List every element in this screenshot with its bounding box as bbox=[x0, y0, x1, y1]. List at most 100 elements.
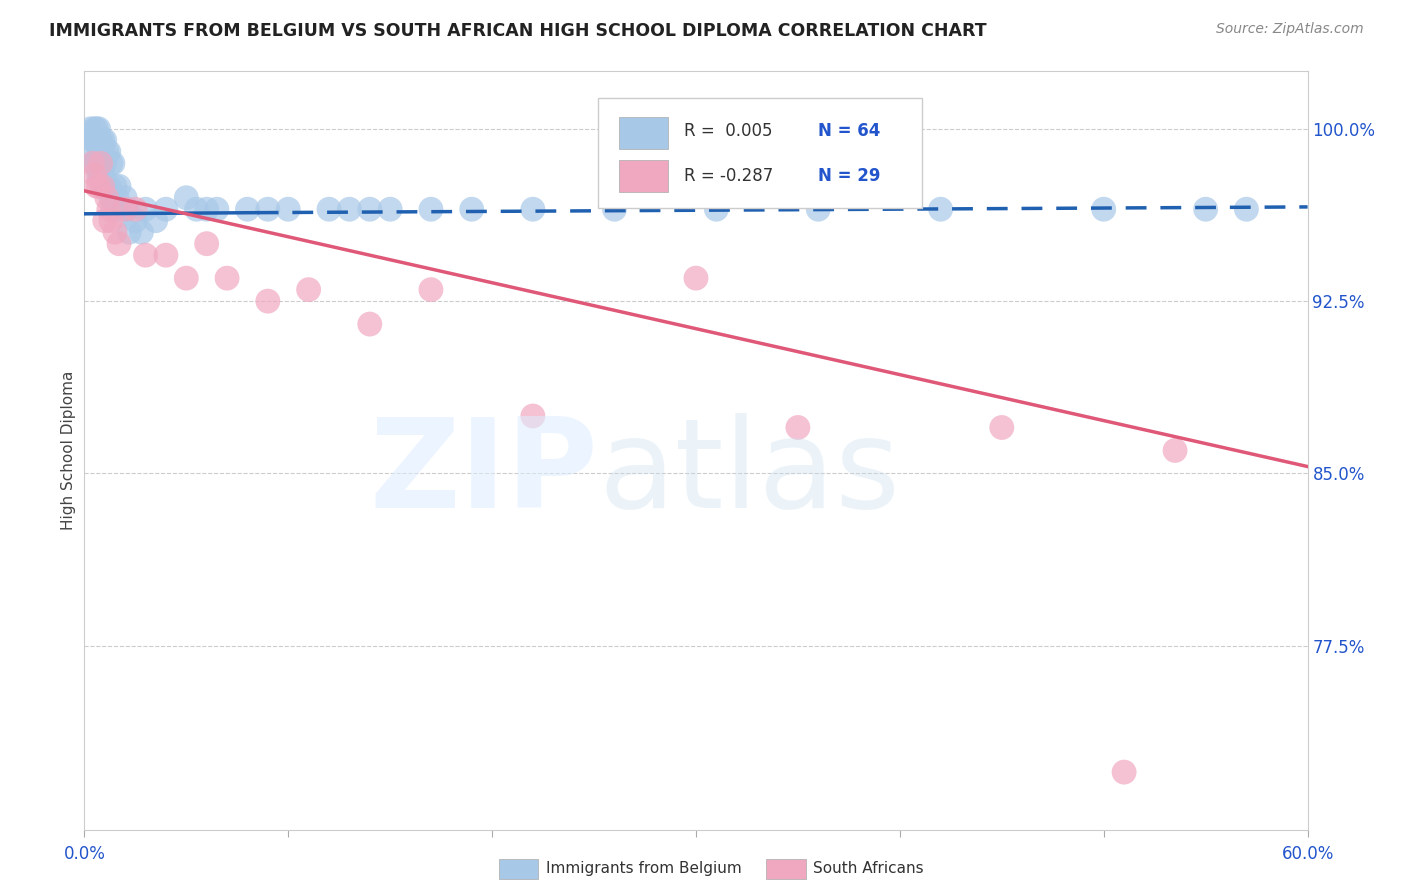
Point bbox=[93, 179, 115, 194]
Point bbox=[522, 409, 544, 423]
Point bbox=[86, 179, 108, 194]
Point bbox=[205, 202, 228, 217]
Point bbox=[90, 156, 112, 170]
Bar bbox=[619, 160, 668, 192]
Point bbox=[461, 202, 484, 217]
Point bbox=[706, 202, 728, 217]
Point bbox=[82, 133, 104, 147]
Point bbox=[100, 191, 122, 205]
Point bbox=[339, 202, 361, 217]
Point bbox=[124, 213, 146, 227]
Point bbox=[86, 121, 108, 136]
Point bbox=[93, 133, 115, 147]
Point bbox=[114, 202, 136, 217]
Point bbox=[380, 202, 402, 217]
Point bbox=[155, 248, 177, 262]
Point bbox=[91, 168, 114, 182]
Point bbox=[1114, 765, 1136, 780]
Point bbox=[318, 202, 340, 217]
Point bbox=[108, 179, 131, 194]
Text: ZIP: ZIP bbox=[370, 413, 598, 533]
Text: South Africans: South Africans bbox=[813, 862, 924, 876]
Point bbox=[236, 202, 259, 217]
Point bbox=[91, 145, 114, 159]
Point bbox=[105, 191, 128, 205]
Point bbox=[83, 168, 105, 182]
Point bbox=[787, 420, 810, 434]
Point bbox=[87, 133, 110, 147]
Point bbox=[195, 202, 218, 217]
Text: Immigrants from Belgium: Immigrants from Belgium bbox=[546, 862, 741, 876]
Point bbox=[217, 271, 239, 285]
Bar bbox=[619, 117, 668, 149]
Point bbox=[87, 168, 110, 182]
Point bbox=[100, 156, 122, 170]
Point bbox=[82, 145, 104, 159]
Point bbox=[807, 202, 830, 217]
Point bbox=[298, 283, 321, 297]
Point bbox=[83, 121, 105, 136]
Point bbox=[83, 156, 105, 170]
Point bbox=[155, 202, 177, 217]
Point bbox=[100, 213, 122, 227]
Point bbox=[104, 225, 127, 239]
Point bbox=[1236, 202, 1258, 217]
Point bbox=[101, 202, 124, 217]
Point bbox=[82, 156, 104, 170]
Point bbox=[420, 283, 443, 297]
Point bbox=[86, 133, 108, 147]
Text: R = -0.287: R = -0.287 bbox=[683, 167, 773, 185]
Point bbox=[91, 179, 114, 194]
Point bbox=[115, 202, 138, 217]
Point bbox=[186, 202, 208, 217]
Point bbox=[108, 236, 131, 251]
Point bbox=[174, 271, 197, 285]
Point bbox=[257, 294, 280, 309]
Point bbox=[90, 133, 112, 147]
Point bbox=[359, 202, 381, 217]
Point bbox=[93, 156, 115, 170]
Point bbox=[110, 202, 132, 217]
Point bbox=[90, 168, 112, 182]
Point bbox=[91, 133, 114, 147]
Point bbox=[135, 248, 157, 262]
Point bbox=[90, 145, 112, 159]
Point bbox=[420, 202, 443, 217]
Point bbox=[118, 225, 141, 239]
Point bbox=[87, 179, 110, 194]
Point bbox=[79, 121, 101, 136]
Point bbox=[257, 202, 280, 217]
Point bbox=[145, 213, 167, 227]
Point bbox=[97, 145, 120, 159]
Point bbox=[124, 202, 146, 217]
FancyBboxPatch shape bbox=[598, 98, 922, 208]
Point bbox=[991, 420, 1014, 434]
Point bbox=[131, 225, 153, 239]
Point bbox=[685, 271, 707, 285]
Y-axis label: High School Diploma: High School Diploma bbox=[60, 371, 76, 530]
Point bbox=[114, 191, 136, 205]
Point bbox=[1195, 202, 1218, 217]
Point bbox=[96, 145, 118, 159]
Text: atlas: atlas bbox=[598, 413, 900, 533]
Point bbox=[277, 202, 299, 217]
Point bbox=[97, 202, 120, 217]
Point bbox=[1092, 202, 1115, 217]
Point bbox=[104, 179, 127, 194]
Point bbox=[135, 202, 157, 217]
Point bbox=[195, 236, 218, 251]
Point bbox=[96, 179, 118, 194]
Point bbox=[929, 202, 952, 217]
Point bbox=[603, 202, 626, 217]
Text: R =  0.005: R = 0.005 bbox=[683, 122, 772, 140]
Point bbox=[101, 156, 124, 170]
Text: IMMIGRANTS FROM BELGIUM VS SOUTH AFRICAN HIGH SCHOOL DIPLOMA CORRELATION CHART: IMMIGRANTS FROM BELGIUM VS SOUTH AFRICAN… bbox=[49, 22, 987, 40]
Point bbox=[87, 145, 110, 159]
Text: N = 29: N = 29 bbox=[818, 167, 880, 185]
Point bbox=[97, 179, 120, 194]
Point bbox=[1164, 443, 1187, 458]
Text: N = 64: N = 64 bbox=[818, 122, 880, 140]
Point bbox=[522, 202, 544, 217]
Point bbox=[86, 156, 108, 170]
Point bbox=[83, 133, 105, 147]
